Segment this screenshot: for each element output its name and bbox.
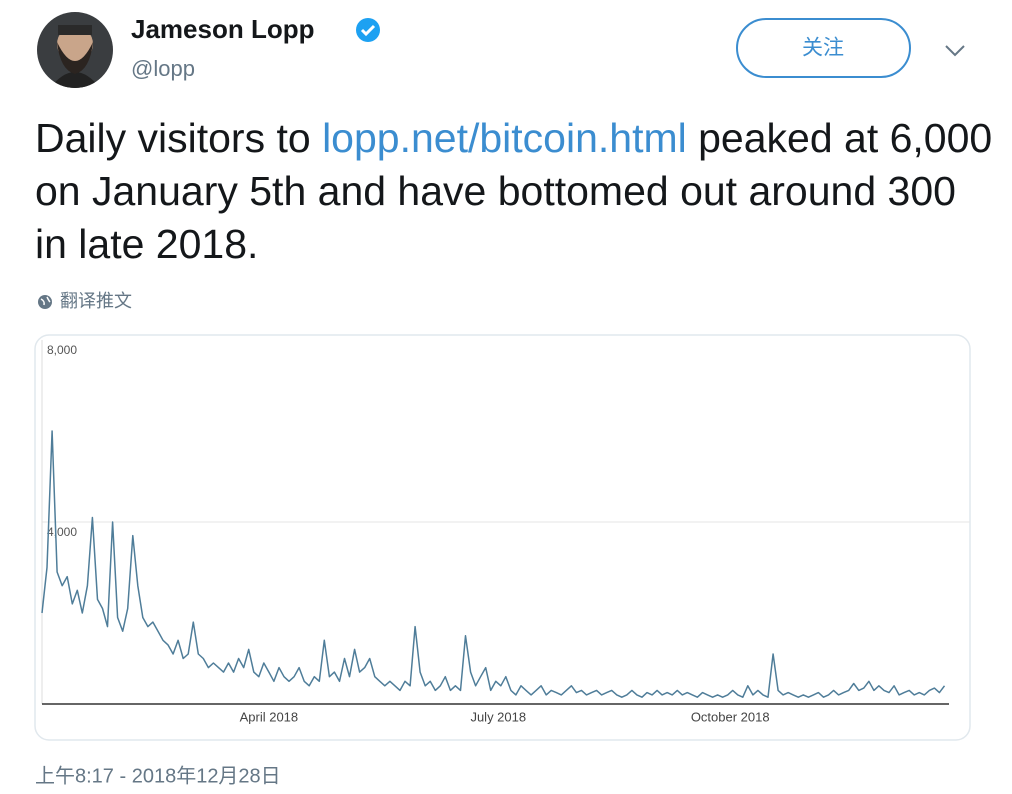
y-tick-label: 8,000: [47, 343, 77, 357]
tweet-link[interactable]: lopp.net/bitcoin.html: [322, 115, 687, 161]
translate-link[interactable]: 翻译推文: [60, 291, 132, 311]
verified-badge: [356, 18, 380, 42]
x-tick-label: April 2018: [240, 709, 299, 724]
y-tick-label: 4,000: [47, 525, 77, 539]
tweet-text: Daily visitors to lopp.net/bitcoin.html …: [35, 112, 995, 271]
user-handle[interactable]: @lopp: [131, 56, 195, 81]
line: [41, 430, 946, 698]
x-tick-label: October 2018: [691, 709, 770, 724]
globe-icon: [38, 295, 52, 309]
timestamp[interactable]: 上午8:17 - 2018年12月28日: [35, 764, 281, 787]
avatar[interactable]: [37, 12, 113, 88]
user-name[interactable]: Jameson Lopp: [131, 14, 314, 44]
tweet-text-part: Daily visitors to: [35, 115, 323, 161]
chart-card: [34, 334, 971, 741]
tweet-text-part: peaked at 6,000 on January 5th and have …: [35, 115, 993, 267]
chart: 4,000 8,000 April 2018 July 2018 October 201…: [41, 340, 970, 724]
menu-chevron[interactable]: [945, 45, 965, 57]
x-tick-label: July 2018: [470, 709, 526, 724]
follow-button[interactable]: [736, 18, 911, 78]
follow-label[interactable]: 关注: [802, 37, 844, 60]
